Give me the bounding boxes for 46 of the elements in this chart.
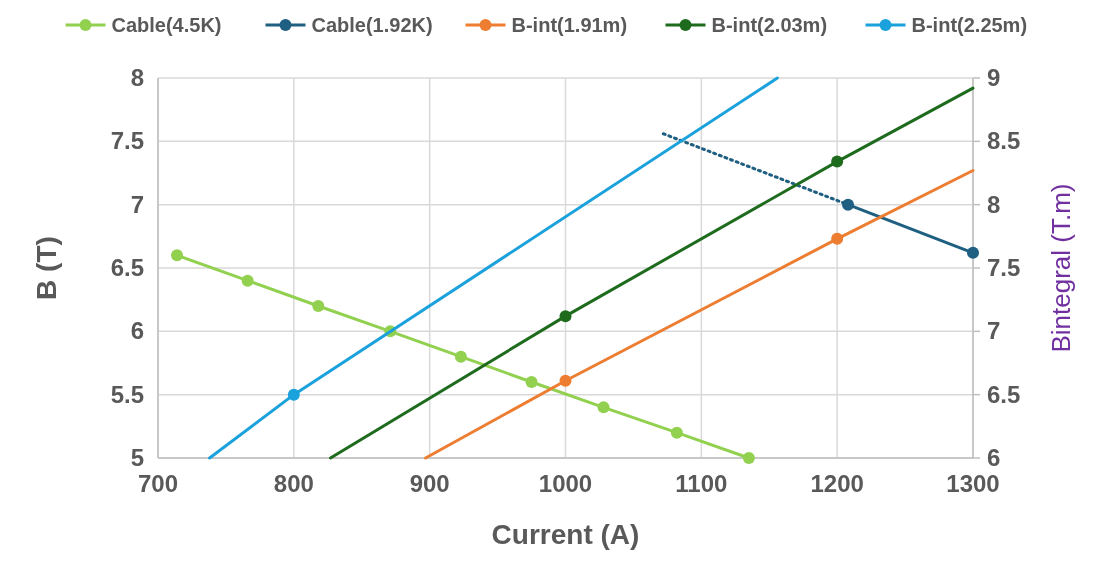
y-tick-label: 5.5 xyxy=(110,380,144,408)
x-tick-label: 1200 xyxy=(810,470,864,497)
x-tick-label: 1300 xyxy=(946,470,1000,497)
y-tick-label: 6 xyxy=(130,317,144,345)
point xyxy=(525,376,538,388)
x-tick-label: 1100 xyxy=(675,470,728,497)
y2-tick-label: 6.5 xyxy=(987,380,1021,408)
point xyxy=(842,198,855,211)
y2-tick-label: 7 xyxy=(987,317,1001,345)
line-series xyxy=(424,168,975,460)
legend-label: Cable(1.92K) xyxy=(311,14,433,36)
y2-tick-label: 8.5 xyxy=(987,127,1021,155)
line-series xyxy=(329,86,975,460)
y-tick-label: 7 xyxy=(130,190,144,218)
point xyxy=(742,452,755,464)
y2-tick-label: 7.5 xyxy=(987,254,1021,281)
point xyxy=(831,155,844,168)
point xyxy=(670,426,683,439)
point xyxy=(559,310,572,323)
y2-axis-title: Bintegral (T.m) xyxy=(1046,183,1076,353)
y-tick-label: 7.5 xyxy=(110,127,144,155)
x-axis-title: Current (A) xyxy=(491,519,640,550)
point xyxy=(454,350,467,363)
x-tick-label: 900 xyxy=(409,470,450,497)
point xyxy=(831,232,844,245)
point xyxy=(241,274,254,287)
legend-label: B-int(1.91m) xyxy=(511,14,628,36)
x-tick-label: 700 xyxy=(137,470,179,497)
y-tick-label: 6.5 xyxy=(110,254,144,281)
y2-tick-label: 9 xyxy=(987,64,1001,91)
point xyxy=(559,374,572,387)
y2-tick-label: 8 xyxy=(987,190,1001,218)
legend-label: Cable(4.5K) xyxy=(111,14,222,36)
point xyxy=(967,246,979,259)
legend-label: B-int(2.25m) xyxy=(911,14,1028,36)
y2-tick-label: 6 xyxy=(987,444,1001,471)
y-tick-label: 5 xyxy=(130,444,144,471)
point xyxy=(597,401,610,414)
y-axis-title: B (T) xyxy=(31,236,62,300)
point xyxy=(287,388,300,401)
legend-label: B-int(2.03m) xyxy=(711,14,828,36)
x-tick-label: 1000 xyxy=(538,470,593,497)
y-tick-label: 8 xyxy=(130,64,144,91)
point xyxy=(312,300,325,312)
point xyxy=(171,249,184,262)
x-tick-label: 800 xyxy=(273,470,314,497)
